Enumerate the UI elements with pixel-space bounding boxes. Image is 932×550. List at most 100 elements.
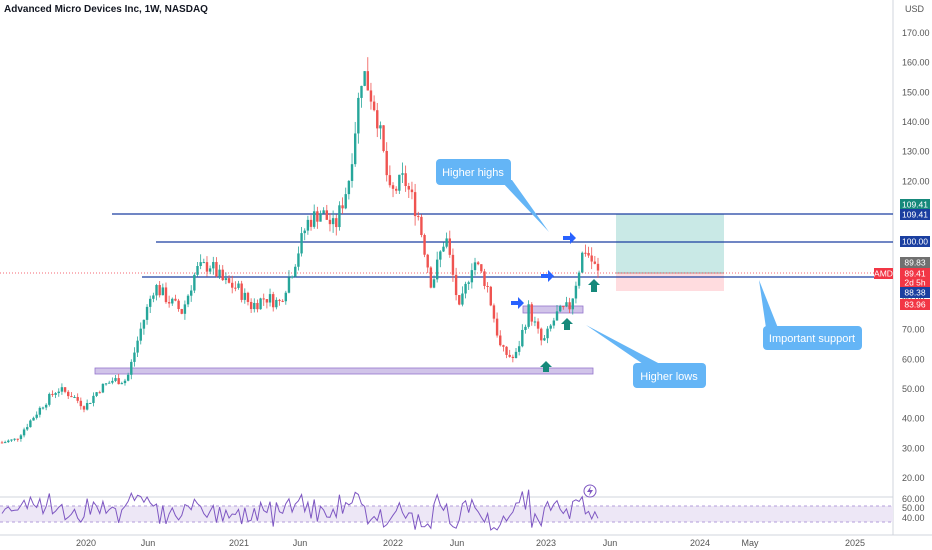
symbol-tag: AMD [874, 268, 893, 279]
position-stop-zone[interactable] [616, 273, 724, 291]
candle [208, 265, 212, 275]
candle [167, 295, 171, 308]
right-arrow-marker-1 [511, 297, 524, 309]
candle [196, 261, 199, 277]
svg-text:83.96: 83.96 [904, 300, 926, 310]
candle [171, 297, 174, 306]
candle [246, 291, 250, 306]
candle [502, 344, 505, 352]
time-tick-label: Jun [450, 538, 465, 548]
price-tick-label: 30.00 [902, 443, 925, 453]
candle [372, 95, 376, 112]
time-tick-label: May [741, 538, 759, 548]
svg-text:109.41: 109.41 [902, 210, 928, 220]
candle [388, 165, 392, 188]
position-target-zone[interactable] [616, 214, 724, 273]
candle [234, 281, 237, 292]
candle [451, 248, 455, 282]
support-zone-upper[interactable] [522, 305, 584, 314]
candle [432, 275, 436, 289]
price-tick-label: 160.00 [902, 58, 930, 68]
candle [82, 405, 86, 413]
candle [565, 296, 568, 308]
price-tick-label: 20.00 [902, 473, 925, 483]
price-tick-label: 70.00 [902, 325, 925, 335]
svg-text:2d 5h: 2d 5h [904, 278, 926, 288]
up-arrow-marker-2 [561, 318, 573, 330]
candle [149, 295, 152, 313]
price-tag: 83.96 [900, 299, 930, 310]
price-tag: 109.41 [900, 199, 930, 210]
candle [3, 440, 7, 444]
candle [357, 92, 360, 144]
svg-text:89.83: 89.83 [904, 258, 926, 268]
candle [549, 323, 552, 332]
candle [401, 162, 404, 184]
candle [29, 419, 32, 428]
candle [366, 57, 369, 91]
candle [467, 280, 470, 290]
candle [51, 390, 54, 397]
candle [350, 153, 354, 188]
candle [186, 294, 190, 308]
candle [13, 438, 16, 442]
candle [237, 280, 240, 290]
candle [19, 433, 23, 442]
candle [517, 340, 521, 356]
callout-important-support[interactable]: Important support [759, 280, 862, 350]
candle [227, 275, 231, 284]
candle [363, 71, 366, 87]
candle [426, 253, 429, 274]
candle [407, 182, 410, 198]
callout-higher-lows[interactable]: Higher lows [586, 325, 706, 388]
candle [22, 427, 26, 438]
support-zone-lower[interactable] [94, 367, 594, 375]
price-tick-label: 60.00 [902, 354, 925, 364]
candle [303, 228, 306, 241]
candle [297, 246, 300, 271]
candle [587, 246, 590, 258]
candle [180, 308, 183, 315]
price-tick-label: 40.00 [902, 414, 925, 424]
candle [341, 197, 344, 214]
candle [511, 354, 515, 363]
rsi-tick-label: 40.00 [902, 513, 925, 523]
price-tick-label: 120.00 [902, 176, 930, 186]
candle [108, 380, 111, 384]
price-tag: 100.00 [900, 236, 930, 247]
candle [439, 250, 442, 268]
candle [325, 204, 329, 220]
candle [379, 121, 382, 140]
candle [139, 322, 142, 345]
candle [256, 299, 259, 313]
symbol-tag-label: AMD [874, 269, 893, 279]
candle [275, 297, 278, 310]
candle [183, 300, 187, 320]
candle [385, 142, 388, 182]
candle [581, 251, 584, 273]
candle [177, 298, 180, 312]
candle [111, 377, 114, 385]
candle [319, 210, 322, 222]
candle [558, 304, 562, 313]
candle [271, 291, 275, 312]
candle [524, 324, 527, 334]
candle [259, 297, 262, 310]
candle [290, 275, 294, 279]
candle [161, 283, 165, 296]
candle [164, 282, 168, 304]
candle [464, 281, 467, 299]
lightning-icon[interactable] [583, 484, 597, 498]
candle [253, 298, 256, 313]
candle [514, 348, 518, 359]
candle [212, 256, 215, 275]
candle [533, 316, 537, 327]
candle [448, 230, 451, 258]
callout-higher-highs[interactable]: Higher highs [436, 159, 549, 232]
candle [35, 411, 38, 420]
callout-higher-lows-label: Higher lows [640, 371, 698, 383]
candle [458, 295, 461, 306]
